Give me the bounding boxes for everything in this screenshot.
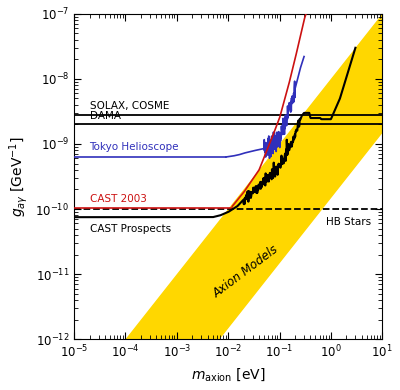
X-axis label: $m_{\rm axion}$ [eV]: $m_{\rm axion}$ [eV] — [191, 366, 266, 383]
Text: HB Stars: HB Stars — [326, 217, 371, 227]
Text: Tokyo Helioscope: Tokyo Helioscope — [90, 142, 179, 152]
Text: Axion Models: Axion Models — [210, 243, 281, 300]
Text: DAMA: DAMA — [90, 111, 120, 121]
Text: CAST 2003: CAST 2003 — [90, 194, 146, 204]
Text: CAST Prospects: CAST Prospects — [90, 224, 171, 234]
Text: SOLAX, COSME: SOLAX, COSME — [90, 101, 169, 111]
Y-axis label: $g_{a\gamma}\ [\rm GeV^{-1}]$: $g_{a\gamma}\ [\rm GeV^{-1}]$ — [7, 136, 30, 217]
